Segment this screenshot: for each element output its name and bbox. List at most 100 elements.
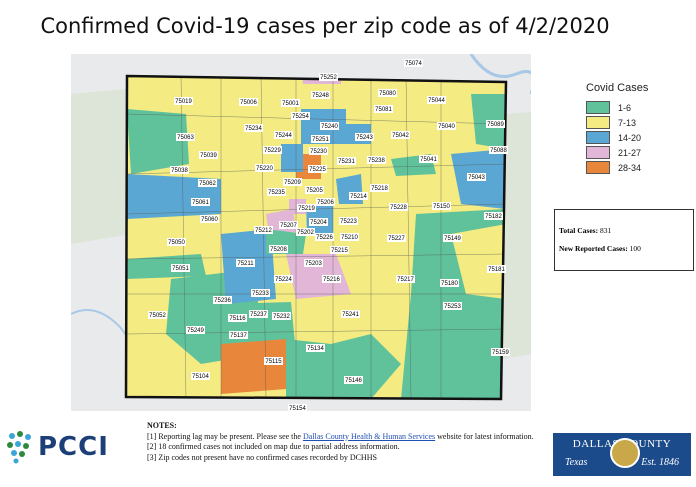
zip-label-background (251, 289, 270, 297)
legend-swatch (586, 101, 610, 114)
zip-label-text: 75039 (200, 153, 217, 159)
zip-label-background (269, 245, 288, 253)
zip-label-text: 75251 (312, 137, 329, 143)
zip-label-background (170, 166, 189, 174)
zip-label-text: 75181 (488, 267, 505, 273)
dallas-state: Texas (565, 457, 588, 468)
zip-label: 75039 (199, 151, 218, 159)
zip-label-text: 75240 (321, 124, 338, 130)
zip-label: 75253 (443, 302, 462, 310)
zip-label-background (443, 234, 462, 242)
zip-label-text: 75252 (320, 75, 337, 81)
zip-label-text: 75249 (187, 328, 204, 334)
zip-label-text: 75233 (252, 291, 269, 297)
zip-label-text: 75216 (323, 277, 340, 283)
zip-label-text: 75234 (245, 126, 262, 132)
zip-label-text: 75150 (433, 204, 450, 210)
legend-label: 14-20 (618, 132, 642, 143)
note-1-text: [1] Reporting lag may be present. Please… (147, 431, 303, 441)
zip-label-text: 75244 (275, 133, 292, 139)
zip-label-text: 75215 (331, 248, 348, 254)
zip-label: 75051 (171, 264, 190, 272)
zip-label-background (487, 265, 506, 273)
zip-label-text: 75238 (368, 158, 385, 164)
zip-label: 75088 (489, 146, 508, 154)
zip-label-background (274, 275, 293, 283)
zip-label: 75001 (281, 99, 300, 107)
zip-label-background (296, 228, 315, 236)
zip-label: 75206 (316, 198, 335, 206)
notes: NOTES: [1] Reporting lag may be present.… (147, 421, 547, 463)
zip-label-background (283, 178, 302, 186)
zip-label-text: 75080 (379, 91, 396, 97)
zip-label: 75149 (443, 234, 462, 242)
zip-label: 75052 (148, 311, 167, 319)
zip-label-text: 75232 (273, 314, 290, 320)
zip-label: 75146 (344, 376, 363, 384)
zip-label-background (291, 112, 310, 120)
zip-label-background (370, 184, 389, 192)
zip-label-background (315, 233, 334, 241)
zip-label-text: 75229 (264, 148, 281, 154)
zip-label-text: 75225 (309, 167, 326, 173)
zip-label: 75240 (320, 122, 339, 130)
zip-label-background (249, 310, 268, 318)
zip-label-background (355, 133, 374, 141)
zip-label: 75230 (309, 147, 328, 155)
zip-label-background (228, 314, 247, 322)
zip-label-text: 75204 (310, 220, 327, 226)
zip-label-background (239, 98, 258, 106)
note-1-tail: website for latest information. (435, 431, 534, 441)
zip-label: 75228 (389, 203, 408, 211)
zip-label-background (176, 133, 195, 141)
zip-label-text: 75224 (275, 277, 292, 283)
zip-label: 75207 (279, 221, 298, 229)
basemap-area (503, 112, 531, 359)
zip-label: 75208 (269, 245, 288, 253)
zip-label: 75041 (419, 155, 438, 163)
zip-label: 75154 (288, 404, 307, 411)
zip-label-background (320, 122, 339, 130)
zip-label-text: 75060 (201, 217, 218, 223)
zip-label-background (443, 302, 462, 310)
legend-swatch (586, 161, 610, 174)
zip-label-background (340, 233, 359, 241)
zip-label-text: 75043 (468, 175, 485, 181)
zip-label-background (432, 202, 451, 210)
zip-label: 75134 (306, 344, 325, 352)
zip-label: 75040 (437, 122, 456, 130)
zip-label-text: 75116 (229, 316, 246, 322)
zip-label: 75203 (304, 259, 323, 267)
zip-label-background (337, 157, 356, 165)
zip-label-background (308, 165, 327, 173)
zip-label: 75218 (370, 184, 389, 192)
new-cases-value: 100 (629, 244, 641, 253)
zip-label-text: 75052 (149, 313, 166, 319)
zip-label-text: 75228 (390, 205, 407, 211)
zip-label: 75182 (484, 212, 503, 220)
legend-item: 14-20 (578, 130, 688, 145)
legend-label: 28-34 (618, 162, 642, 173)
zip-label-text: 75038 (171, 168, 188, 174)
zip-label-background (322, 275, 341, 283)
zip-label: 75042 (391, 131, 410, 139)
dchhs-link[interactable]: Dallas County Health & Human Services (302, 431, 436, 441)
legend-item: 28-34 (578, 160, 688, 175)
zip-label: 75205 (305, 186, 324, 194)
zip-label-background (467, 173, 486, 181)
zip-label-text: 75019 (175, 99, 192, 105)
total-cases-label: Total Cases: (559, 226, 599, 235)
zip-label-background (440, 279, 459, 287)
zip-label-text: 75050 (168, 240, 185, 246)
zip-label: 75224 (274, 275, 293, 283)
zip-label-text: 75212 (255, 228, 272, 234)
zip-label: 75180 (440, 279, 459, 287)
zip-label-background (330, 246, 349, 254)
total-cases: Total Cases: 831 (559, 226, 693, 235)
zip-label: 75204 (309, 218, 328, 226)
zip-label-text: 75253 (444, 304, 461, 310)
legend-item: 1-6 (578, 100, 688, 115)
zip-label-text: 75149 (444, 236, 461, 242)
zip-label: 75050 (167, 238, 186, 246)
zip-label-background (491, 348, 510, 356)
